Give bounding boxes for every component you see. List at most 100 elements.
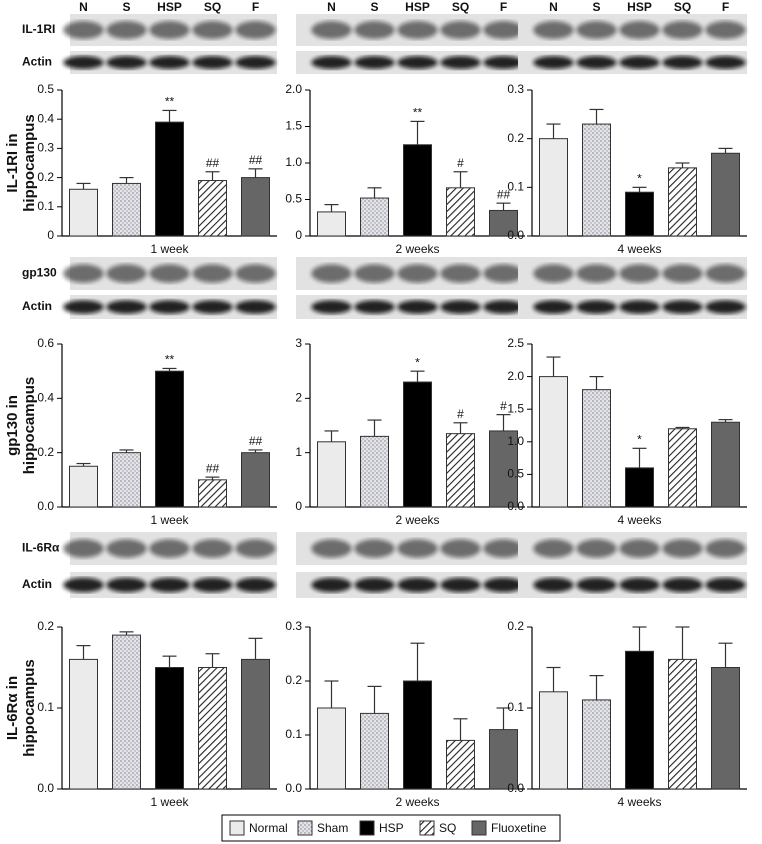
bar <box>489 209 518 237</box>
error-bar <box>205 476 220 480</box>
blot-band <box>235 56 276 69</box>
error-bar <box>718 642 733 668</box>
blot-band <box>440 300 481 314</box>
blot-label: gp130 <box>22 266 57 280</box>
y-tick-label: 3 <box>295 336 302 350</box>
blot-band <box>354 264 395 283</box>
blot-band <box>397 539 438 558</box>
blot-band <box>235 300 276 314</box>
blot-band <box>662 539 703 558</box>
blot-band <box>705 577 746 593</box>
blot-band <box>662 264 703 283</box>
blot-label: IL-6Rα <box>22 541 60 555</box>
annotation: # <box>500 399 507 413</box>
bar <box>155 667 184 790</box>
y-tick-label: 1.5 <box>285 119 302 133</box>
annotation: ** <box>413 106 423 120</box>
bar <box>582 699 611 790</box>
blot-band <box>619 300 660 314</box>
bar <box>582 123 611 237</box>
blot-band <box>311 539 352 558</box>
legend-swatch <box>359 820 375 836</box>
bar <box>446 739 475 790</box>
y-tick-label: 0.0 <box>37 499 54 513</box>
y-tick-label: 2.5 <box>507 336 524 350</box>
error-bar <box>248 449 263 453</box>
error-bar <box>675 626 690 660</box>
error-bar <box>453 422 468 434</box>
blot-band <box>311 300 352 314</box>
blot-band <box>705 539 746 558</box>
x-axis-label: 2 weeks <box>395 513 439 527</box>
error-bar <box>589 108 604 125</box>
blot-band <box>63 264 104 283</box>
blot-band <box>483 21 524 39</box>
blot-band <box>576 577 617 593</box>
blot-band <box>619 539 660 558</box>
y-tick-label: 0.5 <box>285 192 302 206</box>
blot-band <box>106 577 147 593</box>
bar <box>625 191 654 237</box>
blot-band <box>576 21 617 39</box>
blot-band <box>576 300 617 314</box>
y-tick-label: 0.0 <box>507 499 524 513</box>
y-tick-label: 0.1 <box>285 727 302 741</box>
legend-label: Sham <box>317 821 348 835</box>
error-bar <box>589 674 604 700</box>
x-axis-label: 1 week <box>150 795 189 809</box>
blot-band <box>63 300 104 314</box>
y-axis-label: IL-6Rα in <box>4 676 21 740</box>
y-tick-label: 0.0 <box>507 781 524 795</box>
lane-label: N <box>327 0 336 14</box>
y-tick-label: 0.2 <box>285 673 302 687</box>
y-tick-label: 2.0 <box>285 82 302 96</box>
bar <box>625 650 654 790</box>
blot-band <box>483 264 524 283</box>
blot-band <box>397 577 438 593</box>
y-tick-label: 0.0 <box>507 228 524 242</box>
error-bar <box>205 171 220 181</box>
blot-band <box>705 300 746 314</box>
lane-label: HSP <box>405 0 430 14</box>
legend-box <box>221 814 561 842</box>
blot-label: IL-1RI <box>22 22 55 36</box>
blot-band <box>106 264 147 283</box>
y-axis-label: gp130 in <box>4 395 21 456</box>
error-bar <box>119 177 134 184</box>
legend-swatch <box>297 820 313 836</box>
blot-band <box>397 300 438 314</box>
error-bar <box>496 707 511 730</box>
y-tick-label: 0.4 <box>37 391 54 405</box>
bar <box>112 634 141 790</box>
bar <box>539 376 568 508</box>
error-bar <box>546 356 561 377</box>
bar <box>446 433 475 508</box>
blot-band <box>192 539 233 558</box>
bar <box>155 121 184 237</box>
bar <box>446 187 475 237</box>
error-bar <box>367 419 382 437</box>
y-tick-label: 0.3 <box>285 619 302 633</box>
lane-label: SQ <box>452 0 469 14</box>
error-bar <box>324 430 339 442</box>
y-tick-label: 1.0 <box>285 155 302 169</box>
error-bar <box>367 187 382 199</box>
blot-band <box>440 56 481 69</box>
bar <box>489 729 518 790</box>
blot-band <box>397 56 438 69</box>
y-tick-label: 0.2 <box>37 445 54 459</box>
bar <box>317 211 346 237</box>
bar <box>112 182 141 237</box>
blot-band <box>705 21 746 39</box>
blot-band <box>235 21 276 39</box>
blot-band <box>311 21 352 39</box>
legend-label: Fluoxetine <box>491 821 547 835</box>
error-bar <box>718 419 733 423</box>
bar <box>539 138 568 237</box>
y-tick-label: 0.1 <box>37 700 54 714</box>
bar <box>241 658 270 790</box>
x-axis-label: 4 weeks <box>617 513 661 527</box>
lane-label: S <box>592 0 600 14</box>
bar <box>668 658 697 790</box>
